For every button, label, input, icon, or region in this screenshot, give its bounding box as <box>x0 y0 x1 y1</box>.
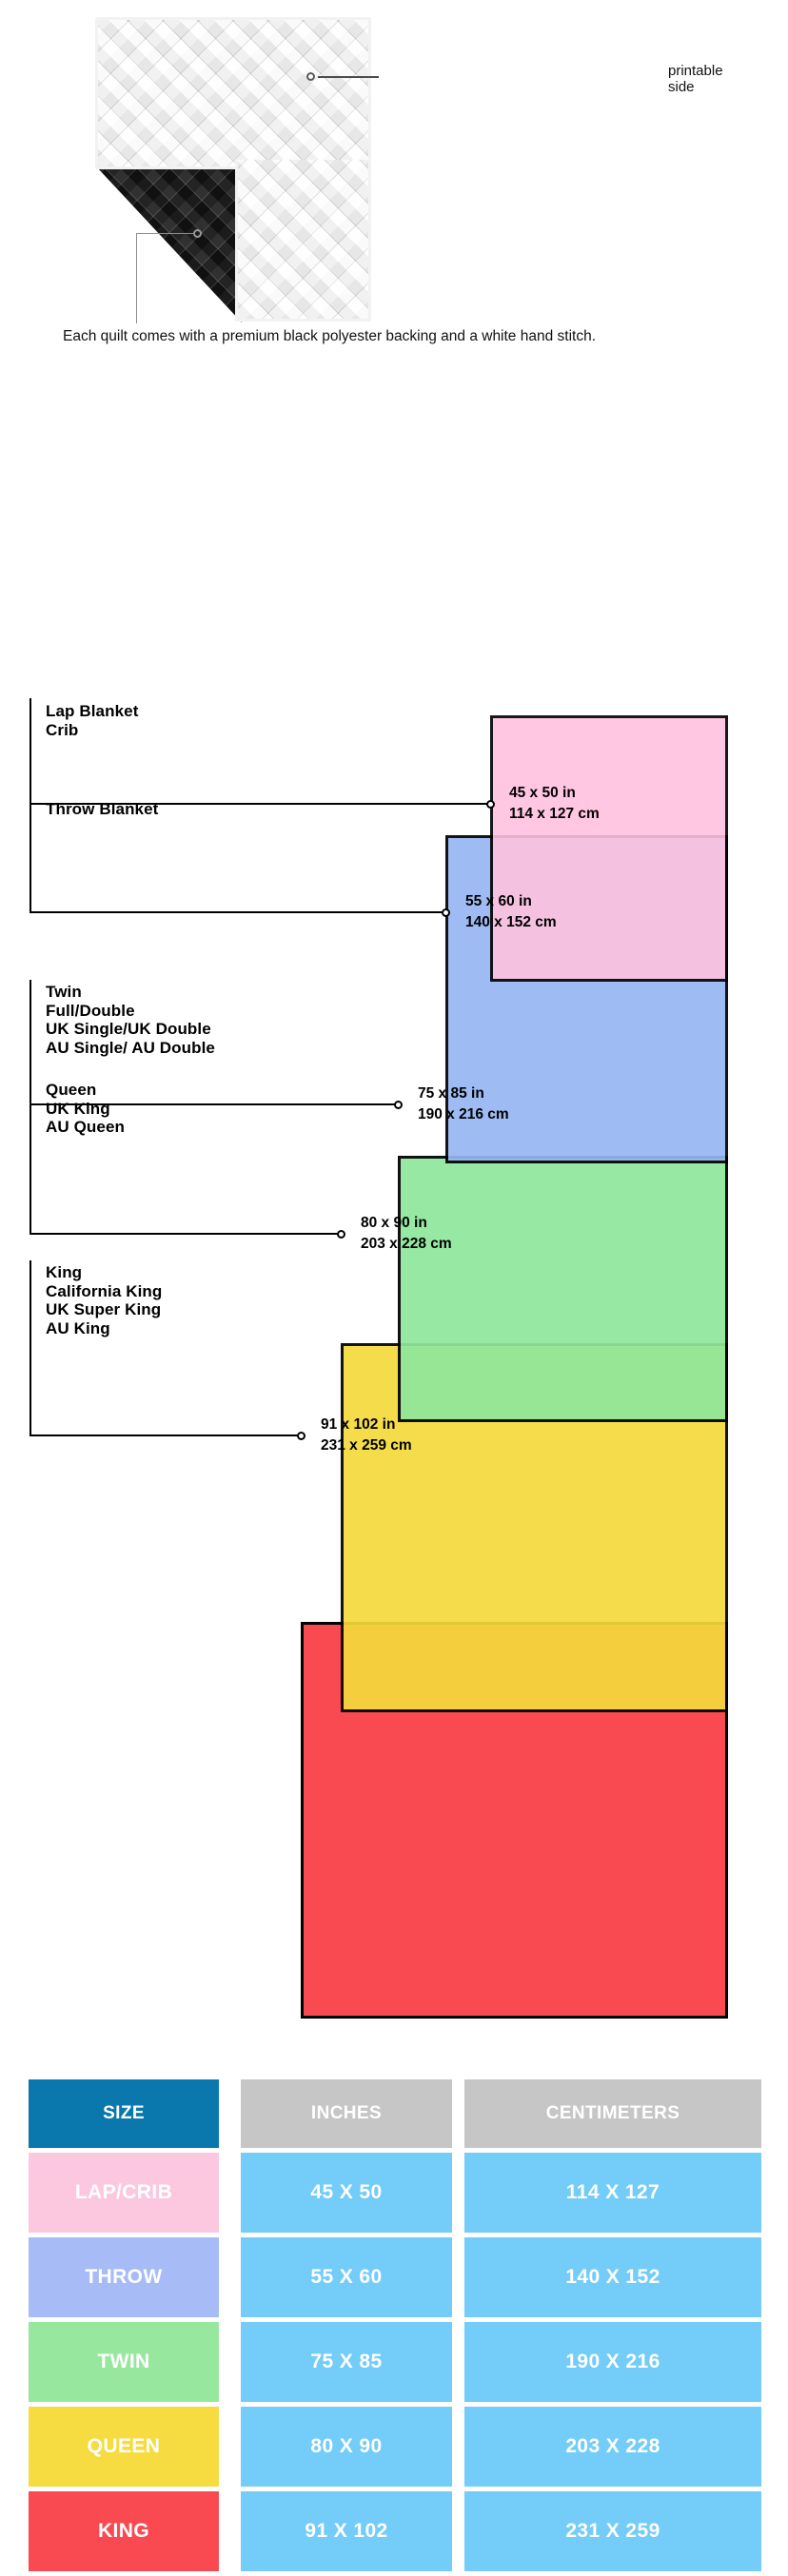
callout-names-twin: Twin Full/Double UK Single/UK Double AU … <box>46 983 215 1057</box>
callout-dims-king-cm: 231 x 259 cm <box>321 1437 412 1454</box>
callout-names-throw: Throw Blanket <box>46 800 159 818</box>
table-cell-centimeters: 140 X 152 <box>464 2237 761 2317</box>
callout-box-twin <box>30 980 398 1105</box>
callout-dims-lap-crib-inches: 45 x 50 in <box>509 785 576 801</box>
callout-dot-king <box>297 1432 305 1440</box>
product-photo-section: printable side Each quilt comes with a p… <box>0 0 788 400</box>
table-cell-size: LAP/CRIB <box>29 2153 219 2233</box>
table-cell-size: THROW <box>29 2237 219 2317</box>
callout-dims-queen-inches: 80 x 90 in <box>361 1215 427 1231</box>
table-cell-inches: 75 X 85 <box>241 2322 452 2402</box>
table-row: THROW 55 X 60 140 X 152 <box>29 2237 761 2317</box>
callout-box-queen <box>30 1078 341 1235</box>
product-photo-caption: Each quilt comes with a premium black po… <box>63 328 597 344</box>
table-row: TWIN 75 X 85 190 X 216 <box>29 2322 761 2402</box>
printable-side-marker-dot <box>306 72 315 81</box>
table-cell-inches: 55 X 60 <box>241 2237 452 2317</box>
callout-dims-throw-inches: 55 x 60 in <box>465 893 532 909</box>
table-header-size: SIZE <box>29 2079 219 2148</box>
table-cell-size: KING <box>29 2491 219 2571</box>
printable-side-leader-line <box>318 76 379 78</box>
table-cell-centimeters: 114 X 127 <box>464 2153 761 2233</box>
callout-names-king: King California King UK Super King AU Ki… <box>46 1263 163 1337</box>
callout-dot-lap-crib <box>486 800 495 809</box>
black-backing-leader-vertical <box>136 233 138 323</box>
size-diagram-section: Lap Blanket Crib 45 x 50 in 114 x 127 cm… <box>30 698 728 2019</box>
callout-names-lap-crib: Lap Blanket Crib <box>46 702 139 739</box>
quilt-white-texture-top <box>98 20 368 166</box>
callout-dims-twin-inches: 75 x 85 in <box>418 1085 484 1102</box>
callout-dims-king-inches: 91 x 102 in <box>321 1416 396 1433</box>
table-header-inches: INCHES <box>241 2079 452 2148</box>
callout-dot-twin <box>394 1101 403 1109</box>
callout-dot-throw <box>442 908 450 917</box>
size-rect-twin <box>398 1156 728 1422</box>
callout-dims-queen-cm: 203 x 228 cm <box>361 1236 452 1252</box>
table-cell-centimeters: 190 X 216 <box>464 2322 761 2402</box>
quilt-illustration <box>95 17 371 322</box>
size-rect-lap-crib <box>490 715 728 982</box>
table-row: KING 91 X 102 231 X 259 <box>29 2491 761 2571</box>
callout-dims-twin-cm: 190 x 216 cm <box>418 1106 509 1122</box>
callout-dims-lap-crib-cm: 114 x 127 cm <box>509 806 600 822</box>
table-cell-size: QUEEN <box>29 2407 219 2487</box>
quilt-white-texture-right <box>238 160 368 319</box>
callout-box-throw <box>30 797 445 913</box>
quilt-white-right-panel <box>235 160 371 322</box>
quilt-white-top-panel <box>95 17 371 169</box>
callout-dot-queen <box>337 1230 345 1239</box>
table-cell-inches: 80 X 90 <box>241 2407 452 2487</box>
black-backing-leader-horizontal <box>136 233 195 235</box>
size-table: SIZE INCHES CENTIMETERS LAP/CRIB 45 X 50… <box>29 2079 761 2576</box>
table-cell-centimeters: 203 X 228 <box>464 2407 761 2487</box>
table-header-centimeters: CENTIMETERS <box>464 2079 761 2148</box>
table-header-row: SIZE INCHES CENTIMETERS <box>29 2079 761 2148</box>
callout-names-queen: Queen UK King AU Queen <box>46 1081 125 1136</box>
table-cell-size: TWIN <box>29 2322 219 2402</box>
callout-box-king <box>30 1260 301 1436</box>
table-cell-inches: 45 X 50 <box>241 2153 452 2233</box>
table-cell-inches: 91 X 102 <box>241 2491 452 2571</box>
callout-box-lap-crib <box>30 698 490 805</box>
callout-dims-throw-cm: 140 x 152 cm <box>465 914 557 930</box>
printable-side-label: printable side <box>668 63 723 95</box>
table-row: LAP/CRIB 45 X 50 114 X 127 <box>29 2153 761 2233</box>
table-cell-centimeters: 231 X 259 <box>464 2491 761 2571</box>
table-row: QUEEN 80 X 90 203 X 228 <box>29 2407 761 2487</box>
